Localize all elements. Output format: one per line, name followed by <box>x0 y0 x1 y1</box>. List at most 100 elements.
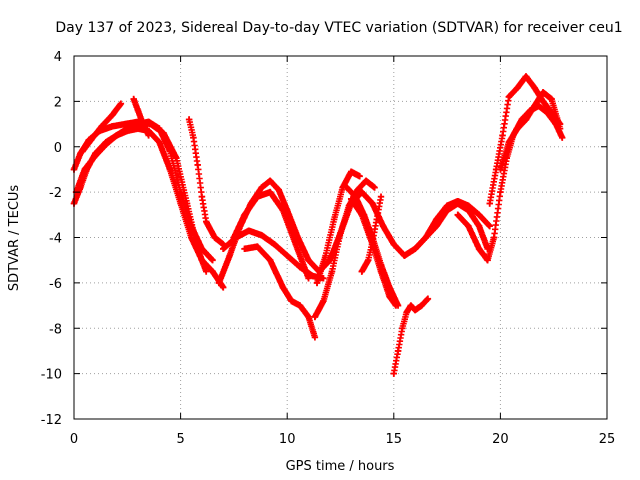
series-arc-15 <box>358 193 385 275</box>
data-point <box>407 302 415 309</box>
data-point <box>539 89 547 96</box>
data-point <box>98 123 105 130</box>
data-point <box>130 95 137 103</box>
data-point <box>345 202 353 209</box>
data-point <box>322 252 329 259</box>
data-point <box>443 207 451 214</box>
data-point <box>139 118 146 125</box>
data-point <box>454 200 461 207</box>
series-arc-5 <box>130 95 152 139</box>
data-point <box>497 188 504 196</box>
data-point <box>379 222 387 230</box>
data-point <box>497 166 504 173</box>
data-point <box>173 154 180 162</box>
data-point <box>330 216 338 223</box>
series-arc-12 <box>313 168 363 287</box>
data-point <box>358 268 366 275</box>
chart-title: Day 137 of 2023, Sidereal Day-to-day VTE… <box>55 20 622 36</box>
data-point <box>347 195 355 203</box>
data-point <box>311 334 319 341</box>
data-point <box>209 256 216 264</box>
series-arc-11 <box>311 177 378 321</box>
data-point <box>202 218 210 225</box>
x-tick-label: 15 <box>386 432 403 447</box>
data-point <box>531 102 538 110</box>
data-point <box>433 222 440 230</box>
data-point <box>539 98 547 105</box>
trace-markers <box>313 168 363 287</box>
data-point <box>403 309 410 316</box>
data-point <box>358 188 366 196</box>
series-arc-10 <box>241 243 319 341</box>
y-axis-label: SDTVAR / TECUs <box>7 185 22 292</box>
data-point <box>522 116 530 123</box>
data-point <box>369 200 376 207</box>
data-point <box>109 111 116 119</box>
data-point <box>292 241 299 248</box>
data-point <box>313 279 321 287</box>
data-point <box>215 279 223 287</box>
data-point <box>183 200 191 207</box>
data-point <box>465 222 472 230</box>
data-point <box>401 252 408 259</box>
data-point <box>266 188 274 196</box>
y-tick-label: 0 <box>54 141 62 156</box>
data-point <box>365 256 372 264</box>
data-point <box>422 234 429 241</box>
data-point <box>305 256 312 264</box>
data-point <box>147 120 154 128</box>
x-tick-label: 20 <box>492 432 509 447</box>
data-point <box>87 136 95 144</box>
data-point <box>279 207 287 214</box>
series-arc-17 <box>411 200 491 253</box>
data-point <box>548 95 555 103</box>
data-point <box>411 306 419 314</box>
data-point <box>377 193 385 200</box>
data-point <box>548 109 555 116</box>
data-point <box>275 186 282 194</box>
data-point <box>465 207 472 214</box>
x-axis-label: GPS time / hours <box>286 459 395 474</box>
data-point <box>394 347 402 355</box>
series-arc-18 <box>454 102 566 264</box>
y-tick-label: -4 <box>49 232 62 247</box>
data-point <box>288 297 295 305</box>
data-point <box>209 268 216 275</box>
data-point <box>475 222 483 230</box>
y-tick-label: 2 <box>54 95 62 110</box>
data-point <box>411 245 419 253</box>
data-point <box>113 132 120 139</box>
data-point <box>373 216 380 223</box>
data-point <box>296 302 304 309</box>
data-point <box>254 193 261 200</box>
y-tick-label: -6 <box>49 277 62 292</box>
data-point <box>454 211 461 219</box>
data-point <box>356 173 363 180</box>
data-point <box>220 284 227 291</box>
data-point <box>311 313 319 321</box>
data-point <box>254 243 261 250</box>
data-point <box>156 139 163 146</box>
series-arc-19 <box>486 73 564 207</box>
x-tick-label: 10 <box>279 432 296 447</box>
data-point <box>418 302 425 309</box>
data-point <box>185 116 193 123</box>
x-tick-label: 5 <box>176 432 184 447</box>
data-point <box>102 141 110 148</box>
data-point <box>328 268 336 275</box>
data-point <box>230 234 238 241</box>
trace-markers <box>454 102 565 264</box>
data-point <box>347 168 355 175</box>
data-point <box>202 268 210 275</box>
data-point <box>486 222 493 230</box>
data-point <box>337 229 344 237</box>
data-points-layer <box>70 73 566 377</box>
data-point <box>514 125 521 132</box>
data-point <box>424 295 432 302</box>
data-point <box>486 200 493 207</box>
data-point <box>354 186 361 194</box>
data-point <box>220 245 227 253</box>
y-tick-label: -2 <box>49 186 62 201</box>
data-point <box>266 177 274 184</box>
